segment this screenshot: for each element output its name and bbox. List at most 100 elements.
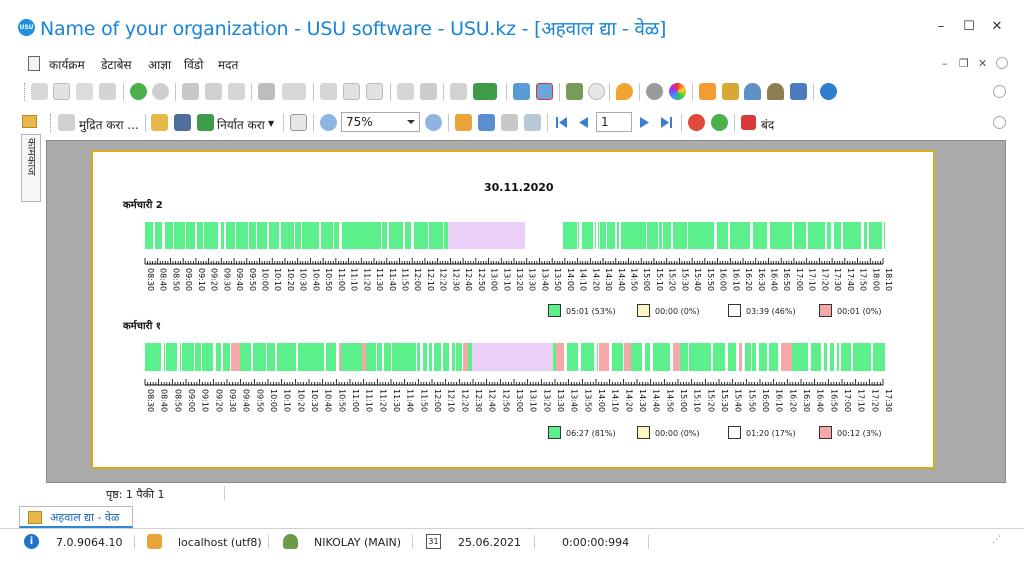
tick-label: 09:10 bbox=[201, 389, 210, 412]
tick-label: 11:20 bbox=[362, 268, 371, 291]
active-segment bbox=[713, 343, 725, 371]
open-folder-icon[interactable] bbox=[151, 114, 168, 131]
find-icon[interactable] bbox=[501, 114, 518, 131]
collapse-icon[interactable] bbox=[343, 83, 360, 100]
edit-icon[interactable] bbox=[76, 83, 93, 100]
image-dropdown-icon[interactable] bbox=[282, 83, 306, 100]
note-icon[interactable] bbox=[420, 83, 437, 100]
menu-program[interactable]: कार्यक्रम bbox=[49, 58, 85, 72]
zoom-out-icon[interactable] bbox=[425, 114, 442, 131]
export-icon[interactable] bbox=[197, 114, 214, 131]
mdi-minimize-button[interactable]: – bbox=[942, 57, 948, 70]
active-segment bbox=[849, 222, 853, 249]
resize-grip-icon[interactable]: ⋰ bbox=[992, 535, 1001, 545]
menu-database[interactable]: डेटाबेस bbox=[101, 58, 132, 72]
toolbar-separator bbox=[448, 114, 449, 132]
active-segment bbox=[827, 222, 831, 249]
tick-label: 13:40 bbox=[540, 268, 549, 291]
save-record-icon[interactable] bbox=[99, 83, 116, 100]
preview-icon[interactable] bbox=[290, 114, 307, 131]
mdi-restore-button[interactable]: ❐ bbox=[959, 57, 969, 70]
page-setup-icon[interactable] bbox=[524, 114, 541, 131]
toolbar-separator bbox=[559, 83, 560, 101]
close-window-icon[interactable] bbox=[536, 83, 553, 100]
search-icon[interactable] bbox=[152, 83, 169, 100]
toolbar-separator bbox=[609, 83, 610, 101]
tick-label: 12:10 bbox=[426, 268, 435, 291]
active-segment bbox=[703, 343, 704, 371]
maximize-button[interactable]: ☐ bbox=[963, 19, 975, 34]
menu-help[interactable]: मदत bbox=[218, 58, 239, 72]
save-icon[interactable] bbox=[174, 114, 191, 131]
mdi-close-button[interactable]: ✕ bbox=[978, 57, 988, 70]
duplicate-icon[interactable] bbox=[53, 83, 70, 100]
folder-icon[interactable] bbox=[22, 115, 37, 128]
active-segment bbox=[265, 343, 266, 371]
columns-icon[interactable] bbox=[320, 83, 337, 100]
legend-label: 03:39 (46%) bbox=[746, 307, 796, 316]
rss-icon[interactable] bbox=[699, 83, 716, 100]
tick-label: 15:40 bbox=[734, 389, 743, 412]
filter-check-icon[interactable] bbox=[228, 83, 245, 100]
users-group-icon[interactable] bbox=[767, 83, 784, 100]
close-button[interactable]: ✕ bbox=[991, 19, 1003, 34]
active-segment bbox=[267, 343, 275, 371]
tick-label: 08:40 bbox=[159, 268, 168, 291]
filter-icon[interactable] bbox=[182, 83, 199, 100]
lock-icon[interactable] bbox=[722, 83, 739, 100]
add-subitem-icon[interactable] bbox=[397, 83, 414, 100]
break-segment bbox=[448, 222, 525, 249]
active-segment bbox=[598, 222, 599, 249]
user-settings-icon[interactable] bbox=[744, 83, 761, 100]
print-icon[interactable] bbox=[58, 114, 75, 131]
export-button[interactable]: निर्यात करा bbox=[217, 118, 265, 132]
active-segment bbox=[223, 343, 230, 371]
tick-label: 16:40 bbox=[816, 389, 825, 412]
print-button[interactable]: मुद्रित करा ... bbox=[79, 118, 139, 132]
go-icon[interactable] bbox=[588, 83, 605, 100]
side-tab[interactable] bbox=[21, 134, 41, 202]
export-dropdown-arrow-icon[interactable]: ▼ bbox=[268, 119, 275, 128]
menu-commands[interactable]: आज्ञा bbox=[148, 58, 172, 72]
status-separator bbox=[268, 535, 269, 549]
refresh-report-icon[interactable] bbox=[711, 114, 728, 131]
toolbar-separator bbox=[813, 83, 814, 101]
toolbar-overflow-icon[interactable] bbox=[993, 116, 1006, 129]
export-excel-dropdown-icon[interactable] bbox=[473, 83, 497, 100]
tick-label: 13:10 bbox=[529, 389, 538, 412]
color-wheel-icon[interactable] bbox=[669, 83, 686, 100]
close-report-button[interactable]: बंद bbox=[761, 118, 775, 132]
exit-icon[interactable] bbox=[566, 83, 583, 100]
close-report-icon[interactable] bbox=[741, 115, 756, 130]
new-window-icon[interactable] bbox=[513, 83, 530, 100]
menu-window[interactable]: विंडो bbox=[184, 58, 204, 72]
expand-icon[interactable] bbox=[366, 83, 383, 100]
zoom-in-icon[interactable] bbox=[320, 114, 337, 131]
plugin-icon[interactable] bbox=[790, 83, 807, 100]
tree-icon[interactable] bbox=[455, 114, 472, 131]
minimize-button[interactable]: – bbox=[937, 19, 945, 34]
menu-overflow-icon[interactable] bbox=[996, 57, 1008, 69]
location-pin-icon[interactable] bbox=[616, 83, 633, 100]
active-segment bbox=[761, 222, 767, 249]
settings-gear-icon[interactable] bbox=[646, 83, 663, 100]
page-number-input[interactable]: 1 bbox=[596, 112, 632, 132]
report-icon[interactable] bbox=[450, 83, 467, 100]
copy-record-icon[interactable] bbox=[31, 83, 48, 100]
refresh-icon[interactable] bbox=[130, 83, 147, 100]
last-page-icon[interactable] bbox=[658, 114, 675, 131]
stop-icon[interactable] bbox=[688, 114, 705, 131]
zoom-select[interactable]: 75% bbox=[341, 112, 420, 132]
toolbar-overflow-icon[interactable] bbox=[993, 85, 1006, 98]
layout-icon[interactable] bbox=[478, 114, 495, 131]
tab-report-time[interactable] bbox=[19, 506, 133, 528]
active-segment bbox=[374, 222, 381, 249]
previous-page-icon[interactable] bbox=[575, 114, 592, 131]
first-page-icon[interactable] bbox=[553, 114, 570, 131]
next-page-icon[interactable] bbox=[636, 114, 653, 131]
legend-label: 06:27 (81%) bbox=[566, 429, 616, 438]
tick-label: 15:20 bbox=[668, 268, 677, 291]
flag-icon[interactable] bbox=[258, 83, 275, 100]
info-icon[interactable] bbox=[820, 83, 837, 100]
filter-clear-icon[interactable] bbox=[205, 83, 222, 100]
